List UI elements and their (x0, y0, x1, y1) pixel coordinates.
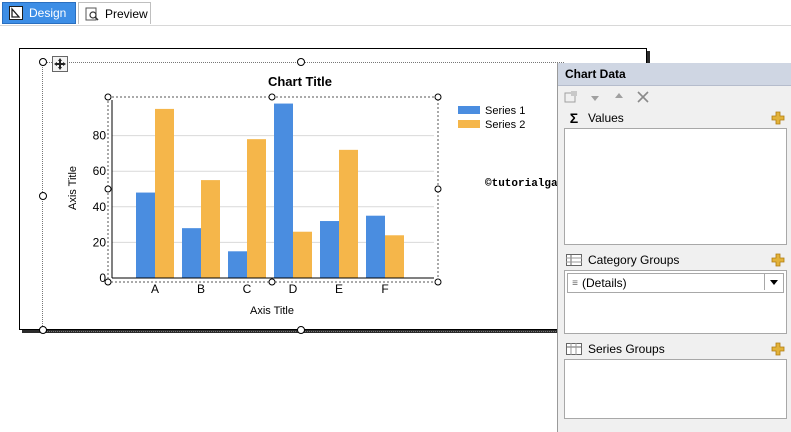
values-drop-zone[interactable] (564, 128, 787, 245)
properties-icon[interactable] (564, 90, 578, 104)
add-value-icon[interactable] (771, 111, 785, 128)
sigma-icon: Σ (569, 110, 579, 126)
values-section-header: Σ Values (558, 108, 791, 128)
x-tick-label: F (381, 282, 388, 296)
report-body[interactable] (19, 48, 647, 330)
resize-handle-top[interactable] (297, 58, 305, 66)
x-tick-label: B (197, 282, 205, 296)
category-groups-label: Category Groups (588, 253, 680, 267)
y-tick-label: 20 (93, 235, 107, 249)
bar-chart[interactable]: Chart Title 0 20 40 60 80 A B C D E F Axis Title A… (0, 26, 560, 326)
add-series-group-icon[interactable] (771, 342, 785, 359)
resize-handle-left[interactable] (39, 192, 47, 200)
delete-icon[interactable] (636, 90, 650, 104)
chart-data-panel-title: Chart Data (558, 63, 791, 86)
series-groups-label: Series Groups (588, 342, 665, 356)
category-groups-icon (566, 253, 582, 267)
chart-data-panel: Chart Data Σ Values Category Groups (557, 63, 791, 432)
series-groups-drop-zone[interactable] (564, 359, 787, 419)
bar-series-2-e[interactable] (339, 149, 358, 278)
design-icon (9, 6, 23, 20)
chevron-down-icon[interactable] (764, 274, 783, 290)
plot-area-handles[interactable] (104, 93, 442, 286)
bar-series-1-b[interactable] (182, 228, 201, 278)
bar-series-1-e[interactable] (320, 221, 339, 278)
series-groups-icon (566, 342, 582, 356)
drag-handle-icon[interactable]: ≡ (572, 277, 578, 289)
add-category-group-icon[interactable] (771, 253, 785, 270)
preview-icon (85, 7, 99, 21)
y-tick-label: 40 (93, 200, 107, 214)
move-down-icon[interactable] (588, 90, 602, 104)
bar-series-1-d[interactable] (274, 103, 293, 278)
y-axis-title[interactable]: Axis Title (67, 166, 79, 210)
legend-swatch-series-1 (458, 106, 480, 114)
legend-label-series-2: Series 2 (485, 119, 525, 131)
resize-handle-top-left[interactable] (39, 58, 47, 66)
tab-preview[interactable]: Preview (78, 2, 151, 24)
bar-series-2-f[interactable] (385, 235, 404, 278)
bar-series-1-c[interactable] (228, 251, 247, 278)
chart-data-toolbar (558, 86, 791, 108)
x-tick-label: C (243, 282, 252, 296)
bar-series-2-d[interactable] (293, 231, 312, 278)
category-group-item-label: (Details) (582, 276, 627, 290)
y-tick-label: 0 (99, 271, 106, 285)
tab-design-label: Design (29, 6, 67, 20)
resize-handle-bottom[interactable] (297, 326, 305, 334)
y-tick-label: 80 (93, 129, 107, 143)
resize-handle-bottom-left[interactable] (39, 326, 47, 334)
chart-bars (136, 103, 404, 279)
move-up-icon[interactable] (612, 90, 626, 104)
values-label: Values (588, 111, 624, 125)
x-axis-title[interactable]: Axis Title (250, 305, 294, 317)
tab-design[interactable]: Design (2, 2, 76, 24)
bar-series-2-c[interactable] (247, 139, 266, 278)
category-groups-drop-zone[interactable]: ≡ (Details) (564, 270, 787, 334)
chart-legend[interactable]: Series 1 Series 2 (458, 105, 525, 131)
tab-divider (0, 25, 791, 26)
chart-title[interactable]: Chart Title (268, 74, 332, 89)
category-group-details[interactable]: ≡ (Details) (567, 273, 784, 293)
y-tick-label: 60 (93, 164, 107, 178)
move-icon[interactable] (52, 56, 68, 72)
chart-axes: 0 20 40 60 80 A B C D E F (93, 100, 434, 296)
x-tick-label: D (289, 282, 298, 296)
series-groups-section-header: Series Groups (558, 339, 791, 359)
x-tick-label: A (151, 282, 159, 296)
bar-series-2-a[interactable] (155, 108, 174, 279)
designer-tab-strip: Design Preview (0, 0, 791, 26)
watermark-text: ©tutorialgateway.org (485, 178, 560, 190)
x-tick-label: E (335, 282, 343, 296)
legend-swatch-series-2 (458, 120, 480, 128)
category-groups-section-header: Category Groups (558, 250, 791, 270)
bar-series-1-a[interactable] (136, 192, 155, 278)
legend-label-series-1: Series 1 (485, 105, 525, 117)
bar-series-2-b[interactable] (201, 180, 220, 278)
bar-series-1-f[interactable] (366, 215, 385, 278)
tab-preview-label: Preview (105, 6, 148, 21)
